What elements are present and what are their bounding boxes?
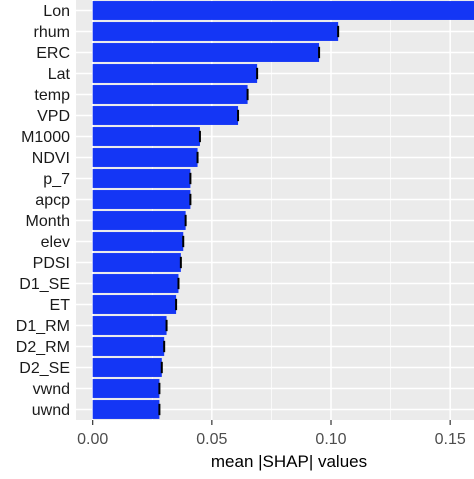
bar-pdsi (92, 253, 181, 272)
y-tick-label: vwnd (33, 381, 70, 398)
bar-d1-rm (92, 316, 167, 335)
x-axis: 0.00 0.05 0.10 0.15 (77, 420, 466, 448)
bar-vwnd (92, 379, 160, 398)
y-tick-label: NDVI (32, 150, 70, 167)
plot-panel (76, 0, 474, 420)
bar-d2-se (92, 358, 162, 377)
bar-rhum (92, 22, 339, 41)
panel-background (76, 0, 474, 420)
y-tick-label: uwnd (32, 402, 70, 419)
y-tick-label: p_7 (43, 171, 70, 188)
x-tick-label: 0.10 (315, 431, 346, 448)
bar-uwnd (92, 400, 160, 419)
y-tick-label: D2_RM (16, 339, 70, 356)
y-tick-label: ET (50, 297, 71, 314)
y-tick-label: rhum (34, 24, 70, 41)
y-tick-label: VPD (37, 108, 70, 125)
y-tick-label: D1_RM (16, 318, 70, 335)
x-axis-title: mean |SHAP| values (211, 452, 367, 471)
bar-p-7 (92, 169, 191, 188)
y-tick-label: temp (34, 87, 70, 104)
y-tick-label: Month (26, 213, 70, 230)
y-tick-label: elev (41, 234, 70, 251)
y-tick-label: D1_SE (19, 276, 70, 293)
bar-lat (92, 64, 258, 83)
bar-et (92, 295, 177, 314)
y-tick-label: Lat (48, 66, 71, 83)
bar-vpd (92, 106, 239, 125)
y-tick-label: D2_SE (19, 360, 70, 377)
y-tick-label: ERC (36, 45, 70, 62)
bar-month (92, 211, 186, 230)
bar-elev (92, 232, 184, 251)
bar-lon (92, 1, 474, 20)
y-tick-label: apcp (35, 192, 70, 209)
bar-temp (92, 85, 248, 104)
x-tick-label: 0.05 (196, 431, 227, 448)
bar-erc (92, 43, 320, 62)
bar-d1-se (92, 274, 179, 293)
x-tick-label: 0.00 (77, 431, 108, 448)
bars-group (92, 1, 474, 419)
y-tick-label: M1000 (21, 129, 70, 146)
y-tick-label: Lon (43, 3, 70, 20)
bar-m1000 (92, 127, 200, 146)
x-tick-label: 0.15 (435, 431, 466, 448)
bar-apcp (92, 190, 191, 209)
bar-ndvi (92, 148, 198, 167)
y-tick-label: PDSI (33, 255, 70, 272)
bar-d2-rm (92, 337, 165, 356)
